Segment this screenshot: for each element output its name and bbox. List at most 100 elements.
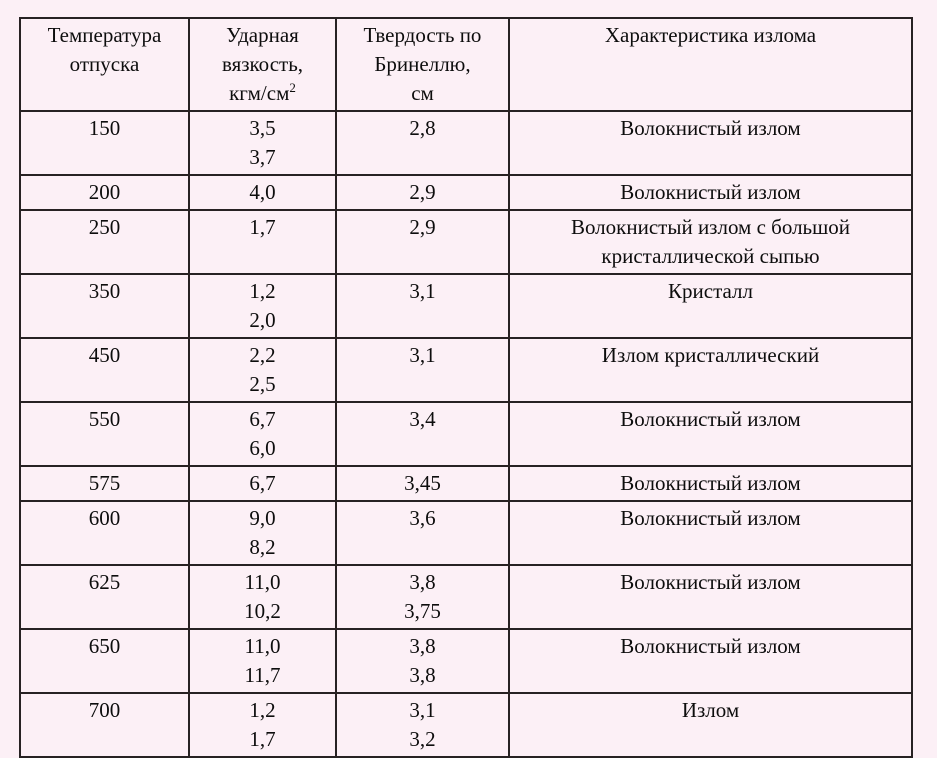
unit-superscript: 2 <box>289 80 296 95</box>
toughness-cell: 1,2 2,0 <box>188 273 337 339</box>
table-row: 250 1,7 2,9 Волокнистый излом с большой … <box>19 209 913 275</box>
cell-line: 6,7 <box>249 471 276 495</box>
cell-line: 450 <box>88 343 121 367</box>
cell-line: 9,0 <box>249 506 276 530</box>
header-line: отпуска <box>69 52 140 76</box>
cell-line: 1,2 <box>249 698 276 722</box>
unit-base: кгм/см <box>229 81 290 105</box>
hardness-cell: 3,6 <box>335 500 510 566</box>
toughness-cell: 11,0 11,7 <box>188 628 337 694</box>
table-row: 550 6,7 6,0 3,4 Волокнистый излом <box>19 401 913 467</box>
fracture-cell: Кристалл <box>508 273 913 339</box>
tempering-results-table: Температура отпуска Ударная вязкость, кг… <box>19 17 913 758</box>
cell-line: 1,2 <box>249 279 276 303</box>
temperature-cell: 700 <box>19 692 190 758</box>
header-line: Бринеллю, <box>374 52 471 76</box>
fracture-cell: Волокнистый излом <box>508 174 913 211</box>
cell-line: 4,0 <box>249 180 276 204</box>
toughness-cell: 1,2 1,7 <box>188 692 337 758</box>
header-line: Ударная <box>226 23 299 47</box>
col-header-fracture: Характеристика излома <box>508 17 913 112</box>
cell-line: 3,8 <box>409 570 436 594</box>
cell-line: 3,1 <box>409 698 436 722</box>
cell-line: 8,2 <box>249 535 276 559</box>
cell-line: 250 <box>88 215 121 239</box>
table-row: 700 1,2 1,7 3,1 3,2 Излом <box>19 692 913 758</box>
header-line: кгм/см2 <box>194 79 331 108</box>
fracture-cell: Волокнистый излом <box>508 401 913 467</box>
hardness-cell: 3,45 <box>335 465 510 502</box>
fracture-cell: Волокнистый излом <box>508 564 913 630</box>
temperature-cell: 600 <box>19 500 190 566</box>
cell-line: 2,9 <box>409 215 436 239</box>
cell-line: 11,0 <box>244 634 281 658</box>
cell-line: Излом <box>681 698 740 722</box>
hardness-cell: 2,9 <box>335 209 510 275</box>
cell-line: Кристалл <box>668 279 753 303</box>
cell-line: 3,8 <box>409 634 436 658</box>
temperature-cell: 550 <box>19 401 190 467</box>
cell-line: 3,1 <box>409 343 436 367</box>
temperature-cell: 575 <box>19 465 190 502</box>
cell-line: Волокнистый излом <box>620 471 801 495</box>
cell-line: 3,6 <box>409 506 436 530</box>
cell-line: 2,2 <box>249 343 276 367</box>
cell-line: Волокнистый излом <box>620 634 801 658</box>
cell-line: 625 <box>88 570 121 594</box>
cell-line: 11,0 <box>244 570 281 594</box>
temperature-cell: 625 <box>19 564 190 630</box>
fracture-cell: Волокнистый излом <box>508 628 913 694</box>
header-line: вязкость, <box>221 52 304 76</box>
cell-line: Волокнистый излом с большой кристалличес… <box>570 215 851 268</box>
fracture-cell: Излом кристаллический <box>508 337 913 403</box>
cell-line: 3,45 <box>404 471 441 495</box>
cell-line: 3,8 <box>409 663 436 687</box>
table-row: 200 4,0 2,9 Волокнистый излом <box>19 174 913 211</box>
hardness-cell: 2,9 <box>335 174 510 211</box>
cell-line: 150 <box>88 116 121 140</box>
table-row: 600 9,0 8,2 3,6 Волокнистый излом <box>19 500 913 566</box>
cell-line: Волокнистый излом <box>620 407 801 431</box>
cell-line: 3,1 <box>409 279 436 303</box>
toughness-cell: 6,7 6,0 <box>188 401 337 467</box>
hardness-cell: 2,8 <box>335 110 510 176</box>
cell-line: 650 <box>88 634 121 658</box>
cell-line: 10,2 <box>244 599 281 623</box>
cell-line: 1,7 <box>249 727 276 751</box>
cell-line: 3,5 <box>249 116 276 140</box>
header-line: Характеристика излома <box>604 23 817 47</box>
toughness-cell: 2,2 2,5 <box>188 337 337 403</box>
table-row: 450 2,2 2,5 3,1 Излом кристаллический <box>19 337 913 403</box>
temperature-cell: 350 <box>19 273 190 339</box>
cell-line: Волокнистый излом <box>620 116 801 140</box>
header-line: см <box>411 81 434 105</box>
cell-line: 600 <box>88 506 121 530</box>
cell-line: Излом кристаллический <box>601 343 820 367</box>
col-header-toughness: Ударная вязкость, кгм/см2 <box>188 17 337 112</box>
cell-line: 1,7 <box>249 215 276 239</box>
cell-line: 2,8 <box>409 116 436 140</box>
temperature-cell: 150 <box>19 110 190 176</box>
toughness-cell: 6,7 <box>188 465 337 502</box>
table-row: 575 6,7 3,45 Волокнистый излом <box>19 465 913 502</box>
fracture-cell: Волокнистый излом с большой кристалличес… <box>508 209 913 275</box>
header-line: Температура <box>47 23 162 47</box>
header-row: Температура отпуска Ударная вязкость, кг… <box>19 17 913 112</box>
toughness-cell: 11,0 10,2 <box>188 564 337 630</box>
table-row: 650 11,0 11,7 3,8 3,8 Волокнистый излом <box>19 628 913 694</box>
cell-line: Волокнистый излом <box>620 180 801 204</box>
cell-line: 700 <box>88 698 121 722</box>
cell-line: 2,9 <box>409 180 436 204</box>
cell-line: 11,7 <box>244 663 281 687</box>
table-row: 150 3,5 3,7 2,8 Волокнистый излом <box>19 110 913 176</box>
hardness-cell: 3,1 3,2 <box>335 692 510 758</box>
hardness-cell: 3,8 3,75 <box>335 564 510 630</box>
cell-line: 200 <box>88 180 121 204</box>
fracture-cell: Волокнистый излом <box>508 500 913 566</box>
col-header-hardness: Твердость по Бринеллю, см <box>335 17 510 112</box>
cell-line: Волокнистый излом <box>620 506 801 530</box>
cell-line: 3,7 <box>249 145 276 169</box>
cell-line: 575 <box>88 471 121 495</box>
cell-line: 3,2 <box>409 727 436 751</box>
col-header-temperature: Температура отпуска <box>19 17 190 112</box>
